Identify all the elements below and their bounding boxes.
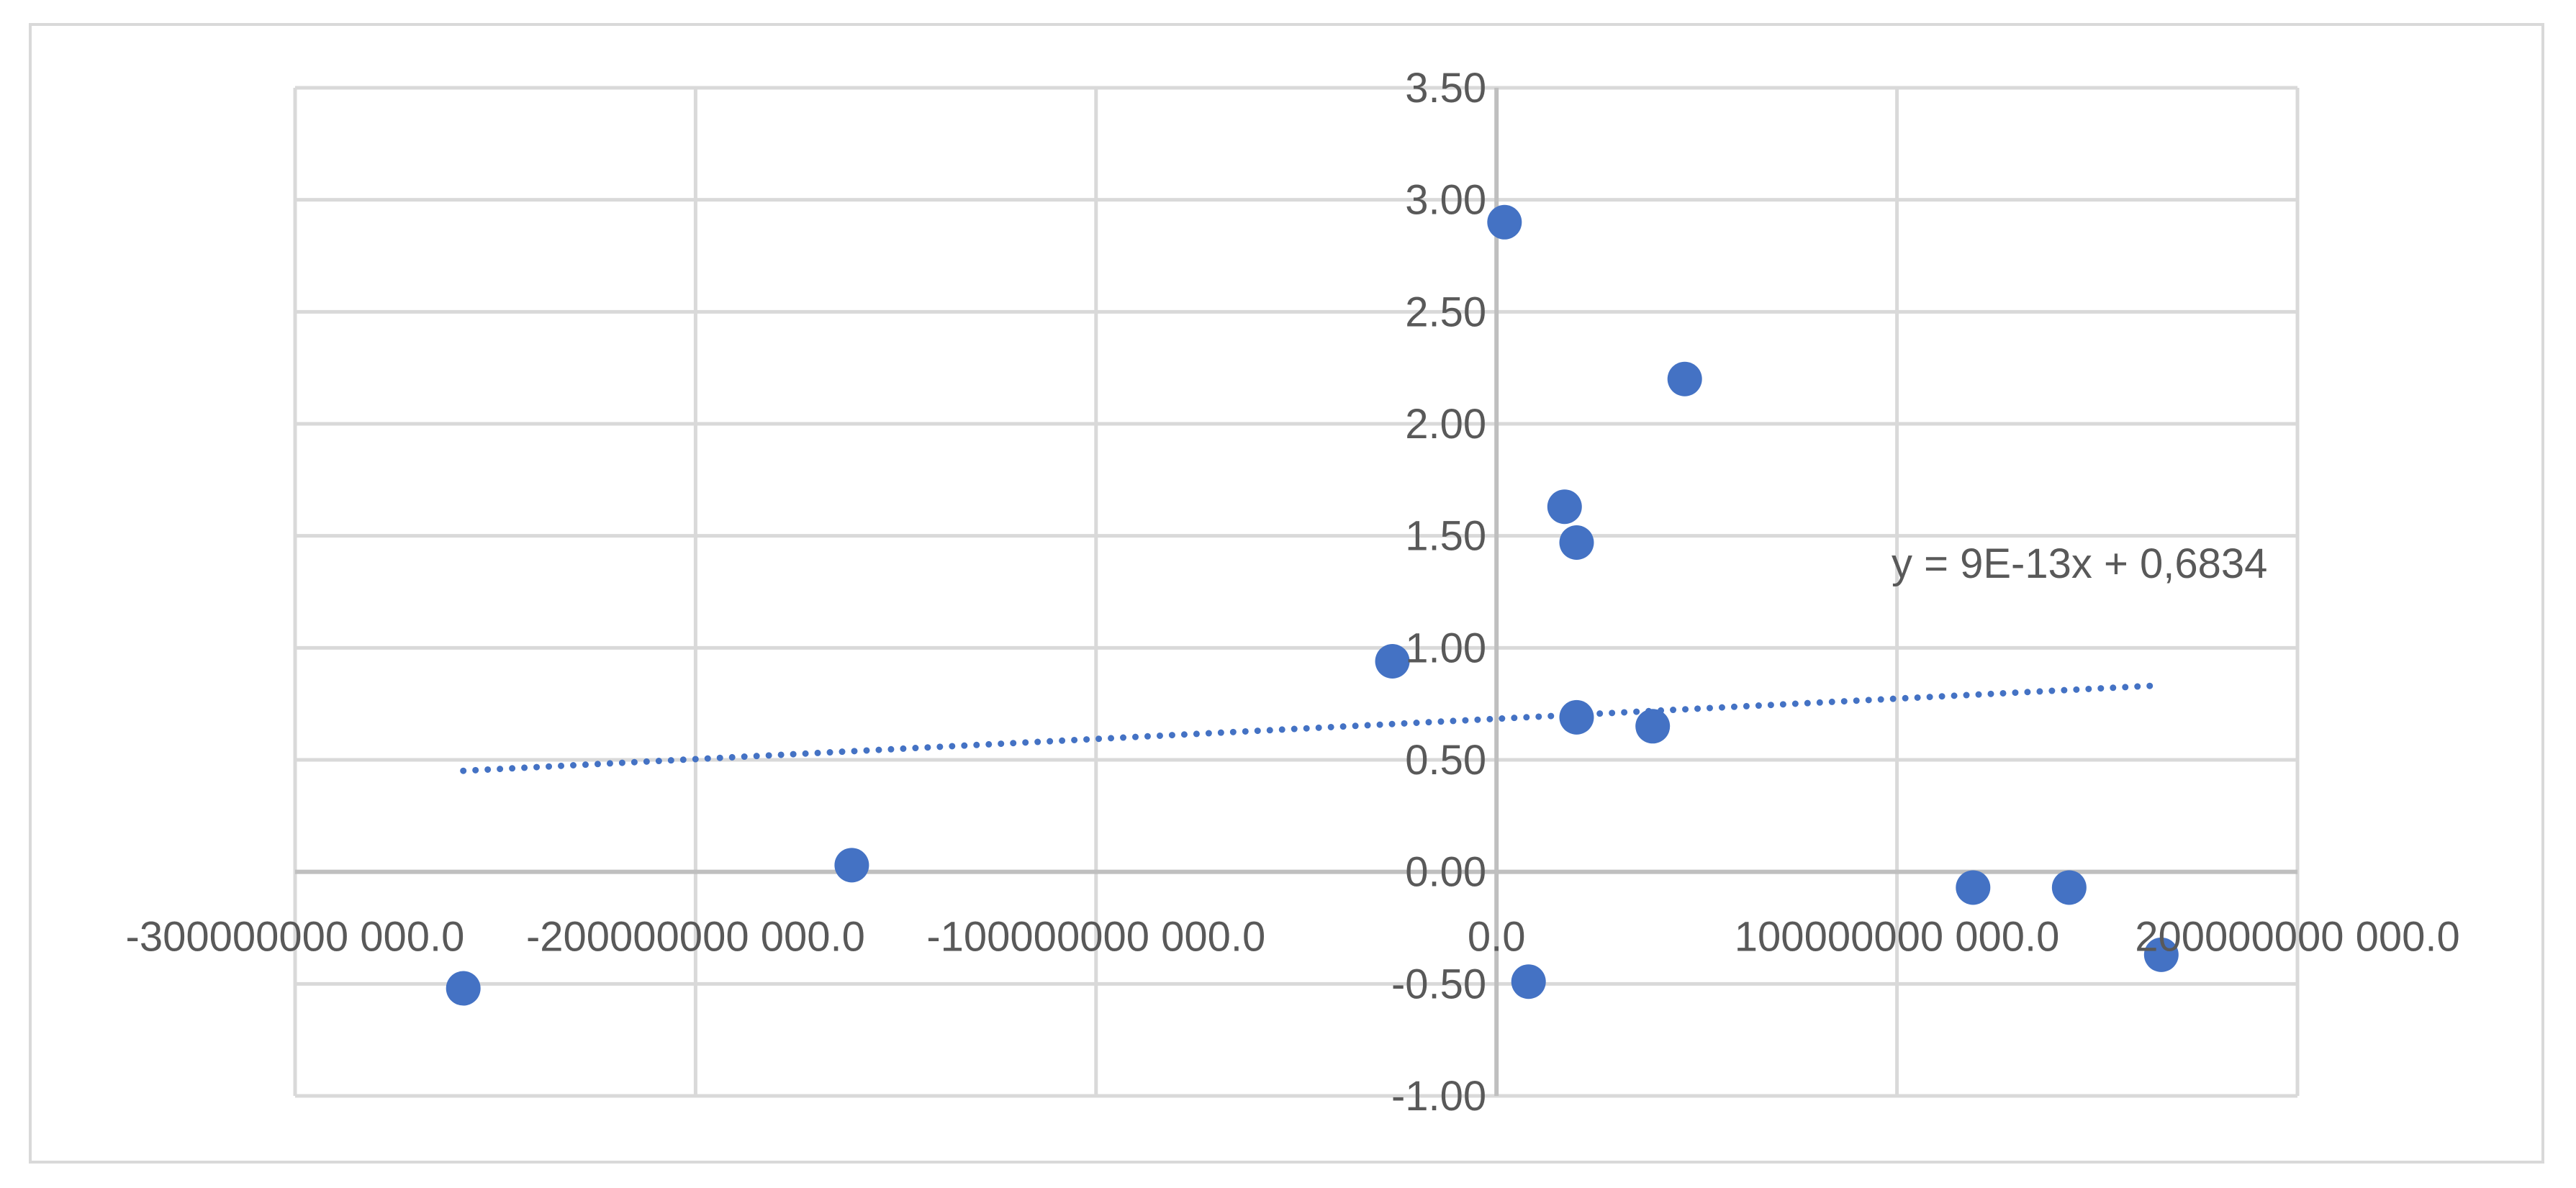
x-tick-label: 100000000 000.0 [1735, 914, 2060, 961]
data-point [2051, 870, 2087, 905]
vertical-gridlines [293, 88, 2300, 1096]
x-tick-labels: -300000000 000.0 -200000000 000.0 -1000000… [126, 914, 2460, 961]
data-point [834, 848, 869, 883]
y-tick-label: 2.00 [1405, 401, 1486, 448]
y-tick-labels: -1.00 -0.50 0.00 0.50 1.00 1.50 2.00 2.50 3.00 3.… [1391, 65, 1486, 1120]
data-point [1375, 644, 1410, 679]
data-point [1559, 699, 1594, 735]
data-point [1635, 709, 1671, 744]
trendline-group [460, 681, 2165, 774]
y-tick-label: 1.00 [1405, 625, 1486, 671]
trendline-equation-label: y = 9E-13x + 0,6834 [1892, 540, 2267, 587]
data-point [2143, 937, 2179, 972]
data-point [1559, 525, 1594, 561]
data-point [1956, 870, 1991, 905]
data-point [1547, 489, 1582, 525]
x-tick-label: 0.0 [1468, 914, 1526, 961]
data-point [1511, 964, 1546, 999]
axes [295, 88, 2297, 1096]
data-point [1487, 204, 1522, 240]
y-tick-label: 1.50 [1405, 513, 1486, 560]
trendline [460, 681, 2165, 774]
y-tick-label: 3.00 [1405, 177, 1486, 224]
data-point [1667, 361, 1702, 396]
x-tick-label: 200000000 000.0 [2135, 914, 2460, 961]
y-tick-label: 0.50 [1405, 737, 1486, 784]
x-tick-label: -200000000 000.0 [526, 914, 865, 961]
chart-area [29, 23, 2544, 1164]
y-tick-label: -0.50 [1391, 961, 1486, 1007]
horizontal-gridlines [295, 86, 2297, 1098]
data-point [446, 971, 481, 1006]
x-tick-label: -100000000 000.0 [926, 914, 1265, 961]
y-tick-label: -1.00 [1391, 1073, 1486, 1120]
data-points [446, 204, 2179, 1006]
y-tick-label: 2.50 [1405, 289, 1486, 335]
y-tick-label: 3.50 [1405, 65, 1486, 112]
x-tick-label: -300000000 000.0 [126, 914, 465, 961]
y-tick-label: 0.00 [1405, 849, 1486, 896]
